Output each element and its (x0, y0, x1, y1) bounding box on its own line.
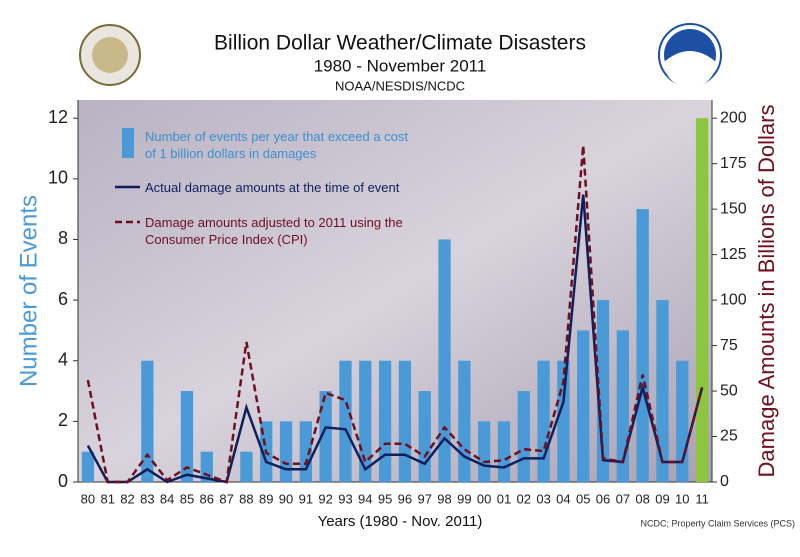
y2-tick-label: 0 (720, 473, 729, 490)
bar (418, 391, 431, 482)
x-tick-label: 87 (219, 491, 233, 506)
x-tick-label: 89 (259, 491, 273, 506)
x-tick-label: 09 (655, 491, 669, 506)
y-tick-label: 6 (58, 289, 68, 309)
bar (458, 360, 471, 482)
y-tick-label: 12 (48, 107, 68, 127)
bar (616, 330, 629, 482)
y2-tick-label: 100 (720, 291, 747, 308)
x-tick-label: 81 (100, 491, 114, 506)
x-tick-label: 01 (497, 491, 511, 506)
x-tick-label: 83 (140, 491, 154, 506)
x-tick-label: 04 (556, 491, 570, 506)
x-tick-label: 05 (576, 491, 590, 506)
doc-logo (79, 24, 141, 86)
noaa-logo (658, 23, 722, 88)
source-line: NOAA/NESDIS/NCDC (335, 78, 465, 93)
footnote: NCDC; Property Claim Services (PCS) (640, 518, 795, 528)
legend-label: Damage amounts adjusted to 2011 using th… (145, 215, 403, 247)
x-tick-label: 84 (160, 491, 174, 506)
y2-tick-label: 150 (720, 200, 747, 217)
bar (676, 360, 689, 482)
y2-tick-label: 175 (720, 155, 747, 172)
x-tick-label: 80 (81, 491, 95, 506)
x-tick-label: 88 (239, 491, 253, 506)
bar (378, 360, 392, 482)
x-tick-label: 90 (279, 491, 293, 506)
y2-tick-label: 25 (720, 428, 738, 445)
x-tick-label: 07 (616, 491, 630, 506)
x-tick-label: 93 (338, 491, 352, 506)
legend-label: Actual damage amounts at the time of eve… (145, 180, 400, 195)
bar (398, 360, 412, 482)
x-tick-label: 00 (477, 491, 491, 506)
bar (438, 239, 451, 482)
legend-label: Number of events per year that exceed a … (145, 129, 409, 161)
y2-tick-label: 125 (720, 246, 747, 263)
subtitle: 1980 - November 2011 (314, 56, 487, 75)
x-tick-label: 08 (635, 491, 649, 506)
x-tick-label: 94 (358, 491, 372, 506)
legend-swatch (122, 128, 134, 158)
bar (596, 300, 610, 482)
y-axis-label: Number of Events (15, 195, 42, 387)
y2-axis-label: Damage Amounts in Billions of Dollars (754, 105, 779, 478)
y2-tick-label: 200 (720, 109, 747, 126)
x-tick-label: 02 (517, 491, 531, 506)
bar (695, 118, 709, 482)
x-tick-label: 85 (180, 491, 194, 506)
bar (141, 360, 154, 482)
bar (577, 330, 590, 482)
y-tick-label: 2 (58, 410, 68, 430)
bar (81, 451, 95, 482)
x-tick-label: 95 (378, 491, 392, 506)
bar (240, 451, 253, 482)
bar (299, 421, 312, 482)
x-tick-label: 96 (398, 491, 412, 506)
bar (636, 209, 649, 482)
bar (497, 421, 511, 482)
bar (517, 391, 530, 482)
line (86, 145, 704, 484)
x-tick-label: 06 (596, 491, 610, 506)
x-tick-label: 10 (675, 491, 689, 506)
y-tick-label: 8 (58, 228, 68, 248)
y-tick-label: 10 (48, 168, 68, 188)
bar (319, 391, 332, 482)
y-tick-label: 0 (58, 471, 68, 491)
y2-tick-label: 75 (720, 337, 738, 354)
x-tick-label: 86 (200, 491, 214, 506)
x-tick-label: 03 (536, 491, 550, 506)
x-tick-label: 97 (417, 491, 431, 506)
y-tick-label: 4 (58, 349, 68, 369)
x-tick-label: 11 (695, 491, 709, 506)
bar (478, 421, 491, 482)
bar (339, 360, 352, 482)
x-tick-label: 92 (318, 491, 332, 506)
bar (279, 421, 293, 482)
x-axis-label: Years (1980 - Nov. 2011) (318, 513, 483, 530)
y2-tick-label: 50 (720, 382, 738, 399)
chart-title: Billion Dollar Weather/Climate Disasters (214, 32, 586, 55)
bar (656, 300, 669, 482)
x-tick-label: 82 (120, 491, 134, 506)
x-tick-label: 91 (299, 491, 313, 506)
bar (180, 391, 194, 482)
x-tick-label: 98 (437, 491, 451, 506)
bar (537, 360, 550, 482)
x-tick-label: 99 (457, 491, 471, 506)
bar (359, 360, 372, 482)
